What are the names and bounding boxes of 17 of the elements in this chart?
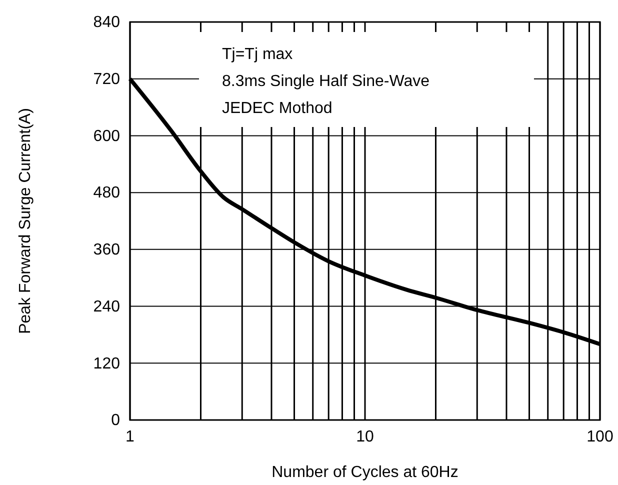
x-axis-title: Number of Cycles at 60Hz	[272, 464, 458, 481]
x-tick-label: 100	[586, 428, 614, 446]
y-tick-label: 840	[93, 14, 120, 32]
annotation: 8.3ms Single Half Sine-Wave	[222, 73, 430, 90]
note-box: Tj=Tj max 8.3ms Single Half Sine-Wave JEDEC Mothod	[199, 32, 534, 127]
y-tick-label: 360	[93, 242, 120, 259]
y-tick-label: 120	[93, 355, 120, 372]
y-tick-label: 240	[93, 298, 120, 316]
y-tick-label: 480	[93, 184, 120, 202]
y-tick-label: 600	[93, 128, 120, 145]
y-axis-title: Peak Forward Surge Current(A)	[17, 108, 34, 334]
x-tick-label: 10	[356, 428, 374, 446]
y-tick-label: 0	[111, 412, 120, 430]
y-tick-label: 720	[93, 70, 120, 88]
annotation: JEDEC Mothod	[222, 100, 332, 117]
annotation: Tj=Tj max	[222, 46, 293, 63]
x-tick-label: 1	[126, 428, 135, 446]
